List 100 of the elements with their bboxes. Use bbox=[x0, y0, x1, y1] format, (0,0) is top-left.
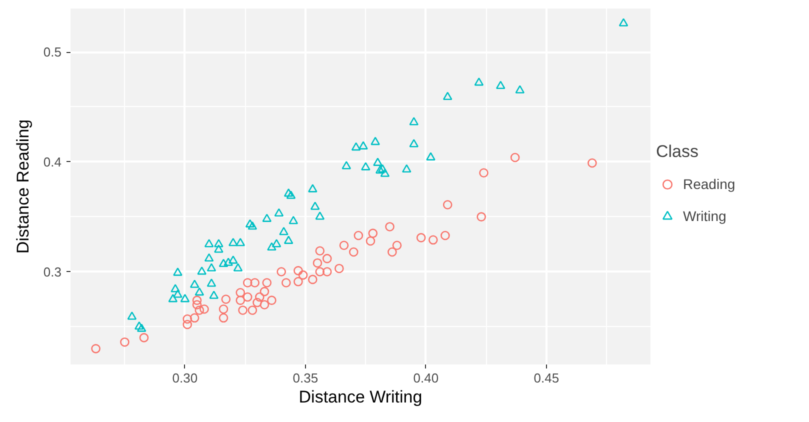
point bbox=[200, 304, 209, 314]
point bbox=[182, 314, 192, 324]
y-tick-label: 0.5 bbox=[43, 44, 62, 60]
point bbox=[272, 239, 282, 248]
point bbox=[190, 280, 200, 288]
point bbox=[197, 266, 206, 275]
point bbox=[250, 278, 260, 288]
point bbox=[409, 139, 419, 148]
point bbox=[218, 304, 228, 314]
point bbox=[588, 158, 597, 168]
point bbox=[267, 296, 276, 305]
point bbox=[214, 244, 224, 253]
point bbox=[342, 161, 352, 170]
point bbox=[348, 247, 358, 257]
point bbox=[618, 18, 628, 26]
point bbox=[370, 136, 380, 146]
point bbox=[192, 296, 202, 305]
point bbox=[515, 85, 525, 94]
point bbox=[284, 188, 294, 197]
point bbox=[267, 242, 276, 251]
point bbox=[182, 320, 192, 330]
point bbox=[262, 278, 272, 288]
point bbox=[334, 264, 344, 274]
point bbox=[428, 235, 438, 245]
point bbox=[409, 117, 419, 126]
point bbox=[354, 230, 364, 240]
point bbox=[228, 238, 238, 246]
point bbox=[255, 292, 264, 302]
point bbox=[252, 298, 262, 308]
point bbox=[224, 258, 233, 266]
point bbox=[510, 152, 520, 162]
point bbox=[368, 228, 378, 238]
point bbox=[388, 247, 397, 257]
point bbox=[260, 300, 270, 310]
point bbox=[322, 267, 332, 276]
point bbox=[288, 216, 298, 224]
point bbox=[380, 168, 390, 177]
point bbox=[416, 233, 426, 242]
point bbox=[260, 286, 270, 296]
point bbox=[248, 221, 258, 230]
point bbox=[442, 92, 452, 100]
point bbox=[236, 296, 246, 305]
legend-title: Class bbox=[656, 142, 700, 162]
point bbox=[310, 202, 320, 210]
x-tick-label: 0.45 bbox=[534, 370, 560, 386]
point bbox=[479, 168, 488, 178]
point bbox=[236, 238, 246, 246]
point bbox=[361, 162, 370, 170]
point bbox=[426, 152, 436, 160]
point bbox=[242, 292, 252, 302]
point bbox=[392, 240, 402, 250]
point bbox=[294, 277, 303, 286]
point bbox=[279, 226, 288, 236]
point bbox=[496, 80, 506, 90]
point bbox=[315, 212, 325, 220]
point bbox=[127, 312, 137, 320]
point bbox=[245, 219, 255, 228]
point bbox=[358, 141, 368, 150]
y-tick-label: 0.3 bbox=[43, 264, 62, 280]
point bbox=[375, 165, 385, 174]
point bbox=[120, 337, 130, 347]
point bbox=[294, 266, 303, 276]
point bbox=[233, 263, 243, 272]
point bbox=[192, 300, 202, 310]
point bbox=[442, 200, 452, 210]
point bbox=[262, 214, 272, 222]
x-axis-title: Distance Writing bbox=[298, 388, 422, 406]
point bbox=[173, 268, 182, 276]
point bbox=[180, 294, 190, 302]
x-tick-label: 0.35 bbox=[292, 370, 318, 386]
point bbox=[298, 270, 308, 280]
point bbox=[351, 142, 361, 151]
point bbox=[274, 208, 284, 216]
point bbox=[190, 313, 200, 323]
point bbox=[228, 256, 238, 264]
point bbox=[194, 306, 204, 315]
y-axis-title: Distance Reading bbox=[13, 119, 32, 254]
point bbox=[218, 313, 228, 323]
point bbox=[214, 239, 224, 248]
point bbox=[282, 278, 291, 288]
point bbox=[284, 236, 294, 244]
point bbox=[238, 306, 248, 315]
point bbox=[440, 230, 450, 240]
x-tick-label: 0.40 bbox=[413, 370, 439, 386]
point bbox=[139, 333, 149, 342]
point bbox=[91, 344, 100, 354]
point bbox=[209, 290, 219, 299]
point bbox=[136, 324, 146, 332]
point bbox=[308, 184, 318, 192]
point bbox=[248, 306, 258, 315]
point bbox=[221, 294, 231, 304]
point bbox=[218, 258, 228, 268]
point bbox=[308, 274, 318, 284]
point bbox=[366, 236, 376, 246]
point bbox=[204, 253, 214, 262]
point bbox=[134, 321, 144, 330]
point bbox=[242, 278, 252, 288]
point bbox=[402, 164, 412, 173]
point bbox=[194, 287, 204, 296]
point bbox=[236, 288, 246, 298]
